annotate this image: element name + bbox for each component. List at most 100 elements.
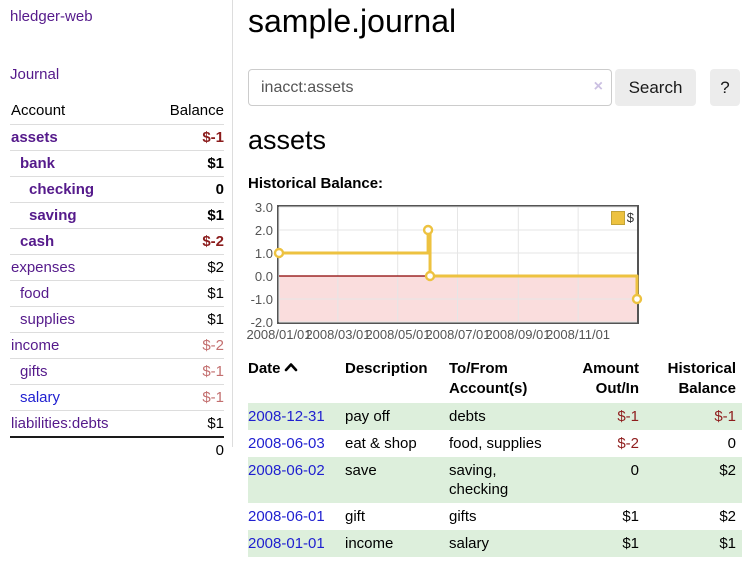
transaction-description: pay off [345,408,390,425]
x-tick-label: 2008/07/01 [425,327,491,342]
sidebar-account-link[interactable]: income [11,337,60,354]
transaction-row[interactable]: 2008-06-02 save saving, checking 0 $2 [248,457,742,503]
account-balance: $2 [207,259,224,276]
account-balance: $1 [207,415,224,432]
sidebar-account-link[interactable]: checking [29,181,95,198]
sidebar-account-link[interactable]: liabilities:debts [11,415,109,432]
account-row: saving $1 [10,202,224,229]
accounts-table: Account Balance assets $-1 bank $1 checking 0… [10,99,224,463]
transaction-description: income [345,535,394,552]
account-row: cash $-2 [10,228,224,255]
search-input-wrap: × [248,69,612,106]
account-name-cell: bank [10,151,147,177]
transaction-date-cell: 2008-06-03 [248,430,345,457]
account-balance: $-2 [202,337,224,354]
register-table: Date Description To/From Account(s) Amou… [248,356,742,557]
transaction-row[interactable]: 2008-01-01 income salary $1 $1 [248,530,742,557]
nav-journal-link[interactable]: Journal [10,66,60,83]
account-name-cell: expenses [10,255,147,281]
y-tick-label: 2.0 [254,223,273,238]
sidebar-account-link[interactable]: cash [20,233,55,250]
transaction-date-link[interactable]: 2008-06-01 [248,508,325,525]
accounts-header-balance: Balance [169,102,224,119]
transaction-balance: $2 [719,462,736,479]
transaction-accounts: food, supplies [449,435,542,452]
sidebar-account-link[interactable]: expenses [11,259,76,276]
y-tick-label: -2.0 [250,315,273,330]
search-input[interactable] [248,69,612,106]
account-row: supplies $1 [10,306,224,333]
sidebar-account-link[interactable]: assets [11,129,58,146]
y-tick-label: 0.0 [254,269,273,284]
legend-label: $ [626,210,634,225]
transaction-date-link[interactable]: 2008-12-31 [248,408,325,425]
account-row: expenses $2 [10,254,224,281]
account-balance: 0 [215,181,224,198]
register-header-row: Date Description To/From Account(s) Amou… [248,356,742,403]
historical-balance-chart: 3.0 2.0 1.0 0.0 -1.0 -2.0 $ 2008/01/01 2008/03… [246,200,742,347]
col-amount: Amount Out/In [582,360,639,397]
transaction-row[interactable]: 2008-06-03 eat & shop food, supplies $-2 0 [248,430,742,457]
transaction-balance: $-1 [714,408,736,425]
account-row: food $1 [10,280,224,307]
account-balance: $-1 [202,363,224,380]
x-tick-label: 2008/03/01 [305,327,371,342]
search-help-button[interactable]: ? [710,69,740,106]
account-balance: $-2 [202,233,224,250]
transaction-amount: $1 [622,535,639,552]
transaction-balance: $2 [719,508,736,525]
sort-ascending-icon [284,363,297,372]
transaction-date-link[interactable]: 2008-06-03 [248,435,325,452]
account-name-cell: food [10,281,147,307]
sidebar-account-link[interactable]: bank [20,155,56,172]
transaction-description: save [345,462,377,479]
x-tick-label: 2008/11/01 [545,327,611,342]
sidebar-account-link[interactable]: salary [20,389,61,406]
legend-swatch-icon [610,211,625,225]
account-name-cell: cash [10,229,147,255]
col-date[interactable]: Date [248,356,345,403]
x-tick-label: 2008/05/01 [365,327,431,342]
sidebar-account-link[interactable]: gifts [20,363,48,380]
transaction-row[interactable]: 2008-12-31 pay off debts $-1 $-1 [248,403,742,430]
account-balance: $-1 [202,389,224,406]
transaction-accounts: salary [449,535,490,552]
transaction-date-link[interactable]: 2008-01-01 [248,535,325,552]
sidebar-account-link[interactable]: saving [29,207,77,224]
account-heading: assets [248,125,327,155]
transaction-date-link[interactable]: 2008-06-02 [248,462,325,479]
clear-search-icon[interactable]: × [593,78,603,95]
account-row: liabilities:debts $1 [10,410,224,438]
transaction-date-cell: 2008-06-02 [248,457,345,503]
chart-title: Historical Balance: [248,175,384,192]
account-name-cell: salary [10,385,147,411]
account-name-cell: liabilities:debts [10,411,147,438]
transaction-balance: $1 [719,535,736,552]
y-tick-label: 3.0 [254,200,273,215]
transaction-description: gift [345,508,366,525]
accounts-header-row: Account Balance [10,99,224,125]
account-name-cell: supplies [10,307,147,333]
balance-line-svg [273,206,643,323]
accounts-header-account: Account [11,102,66,119]
account-name-cell: gifts [10,359,147,385]
transaction-row[interactable]: 2008-06-01 gift gifts $1 $2 [248,503,742,530]
col-accounts: To/From Account(s) [449,360,528,397]
brand-link[interactable]: hledger-web [10,8,93,25]
account-balance: $1 [207,155,224,172]
sidebar-account-link[interactable]: food [20,285,50,302]
transaction-description: eat & shop [345,435,417,452]
chart-legend: $ [610,210,634,225]
sidebar-account-link[interactable]: supplies [20,311,76,328]
transaction-date-cell: 2008-06-01 [248,503,345,530]
account-row: salary $-1 [10,384,224,411]
transaction-accounts: saving, checking [449,462,509,498]
chart-plot-area: $ [273,205,643,324]
accounts-total-value: 0 [147,436,224,463]
search-button[interactable]: Search [615,69,696,106]
account-row: income $-2 [10,332,224,359]
col-balance: Historical Balance [667,360,736,397]
account-row: bank $1 [10,150,224,177]
accounts-total-row: 0 [10,436,224,463]
transaction-date-cell: 2008-12-31 [248,403,345,430]
